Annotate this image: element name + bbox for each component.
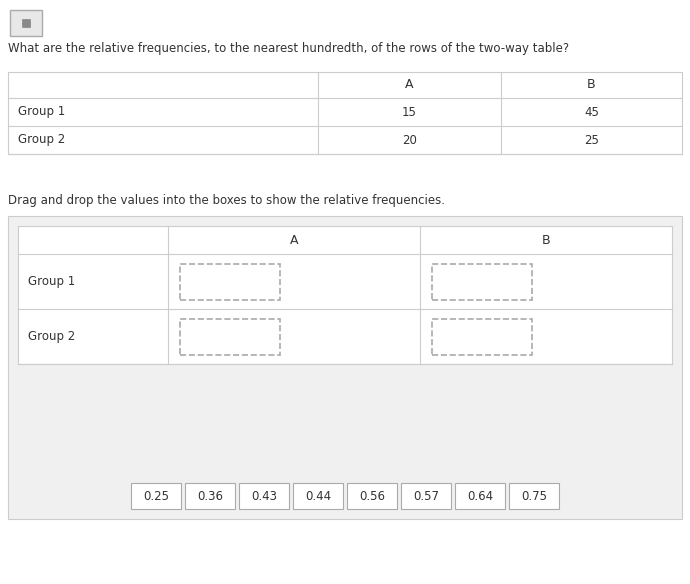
Text: 0.64: 0.64 <box>467 489 493 502</box>
Bar <box>18 226 672 364</box>
Bar <box>401 483 451 509</box>
Text: 15: 15 <box>402 106 417 119</box>
Bar <box>293 483 343 509</box>
Text: What are the relative frequencies, to the nearest hundredth, of the rows of the : What are the relative frequencies, to th… <box>8 42 569 55</box>
Bar <box>8 72 682 154</box>
Text: 20: 20 <box>402 134 417 147</box>
Text: 0.43: 0.43 <box>251 489 277 502</box>
Bar <box>455 483 505 509</box>
Text: 0.36: 0.36 <box>197 489 223 502</box>
Bar <box>347 483 397 509</box>
Bar <box>21 19 26 23</box>
Bar <box>239 483 289 509</box>
Text: Group 2: Group 2 <box>18 134 66 147</box>
Bar <box>432 318 532 354</box>
Text: A: A <box>290 234 298 246</box>
Bar <box>185 483 235 509</box>
Bar <box>432 263 532 300</box>
Bar <box>26 19 30 23</box>
Text: 45: 45 <box>584 106 599 119</box>
Text: 0.56: 0.56 <box>359 489 385 502</box>
Text: Group 1: Group 1 <box>28 275 75 288</box>
Text: 0.25: 0.25 <box>143 489 169 502</box>
Bar <box>509 483 559 509</box>
Text: 0.75: 0.75 <box>521 489 547 502</box>
Text: A: A <box>405 78 414 92</box>
Text: 0.57: 0.57 <box>413 489 439 502</box>
Text: 0.44: 0.44 <box>305 489 331 502</box>
Text: Drag and drop the values into the boxes to show the relative frequencies.: Drag and drop the values into the boxes … <box>8 194 445 207</box>
Bar <box>21 23 26 27</box>
Text: 25: 25 <box>584 134 599 147</box>
Text: Group 1: Group 1 <box>18 106 66 119</box>
Bar <box>8 216 682 519</box>
Text: B: B <box>542 234 551 246</box>
Text: Group 2: Group 2 <box>28 330 75 343</box>
Bar <box>10 10 42 36</box>
Text: B: B <box>587 78 595 92</box>
Bar <box>26 23 30 27</box>
Bar <box>131 483 181 509</box>
Bar <box>180 318 280 354</box>
Bar <box>180 263 280 300</box>
